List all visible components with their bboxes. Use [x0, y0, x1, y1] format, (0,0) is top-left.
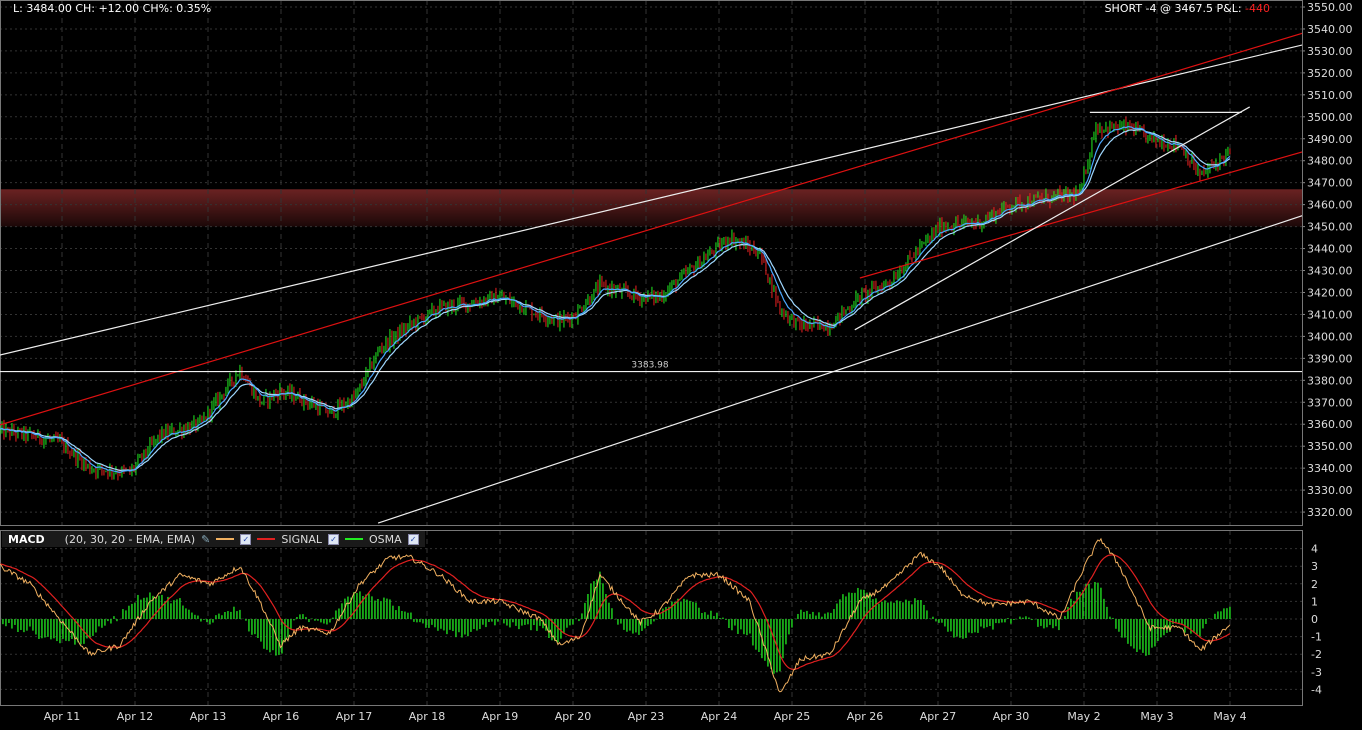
signal-checkbox[interactable]: ✓: [327, 533, 339, 545]
date-tick-label: Apr 11: [44, 710, 81, 723]
price-tick-label: 3440.00: [1307, 243, 1353, 256]
macd-tick-label: -1: [1311, 631, 1322, 644]
price-tick-label: 3430.00: [1307, 265, 1353, 278]
macd-tick-label: 0: [1311, 613, 1318, 626]
date-tick-label: May 2: [1067, 710, 1100, 723]
date-tick-label: Apr 25: [774, 710, 811, 723]
price-tick-label: 3400.00: [1307, 330, 1353, 343]
price-tick-label: 3320.00: [1307, 506, 1353, 519]
price-line-label: 3383.98: [631, 361, 668, 371]
ema-slow-line: [0, 129, 1231, 472]
date-tick-label: Apr 12: [117, 710, 154, 723]
macd-params: (20, 30, 20 - EMA, EMA): [64, 532, 196, 546]
macd-title: MACD: [8, 532, 45, 546]
price-pane-border: [0, 0, 1303, 526]
date-tick-label: Apr 26: [847, 710, 884, 723]
macd-tick-label: 4: [1311, 543, 1318, 556]
trendline: [377, 215, 1302, 524]
trendline: [0, 44, 1302, 356]
price-tick-label: 3380.00: [1307, 374, 1353, 387]
macd-plot: [0, 537, 1231, 693]
price-tick-label: 3350.00: [1307, 440, 1353, 453]
position-text: SHORT -4 @ 3467.5 P&L:: [1104, 2, 1246, 15]
signal-line: [0, 554, 1231, 670]
quote-readout: L: 3484.00 CH: +12.00 CH%: 0.35%: [13, 2, 212, 15]
macd-tick-label: -2: [1311, 648, 1322, 661]
price-tick-label: 3390.00: [1307, 352, 1353, 365]
price-tick-label: 3450.00: [1307, 221, 1353, 234]
date-tick-label: Apr 19: [482, 710, 519, 723]
price-tick-label: 3330.00: [1307, 484, 1353, 497]
price-tick-label: 3530.00: [1307, 45, 1353, 58]
osma-label: OSMA: [368, 532, 402, 546]
price-tick-label: 3510.00: [1307, 89, 1353, 102]
osma-checkbox[interactable]: ✓: [407, 533, 419, 545]
wrench-icon[interactable]: ✎: [201, 532, 211, 546]
macd-legend: MACD (20, 30, 20 - EMA, EMA) ✎ ✓ SIGNAL …: [2, 531, 425, 547]
signal-label: SIGNAL: [281, 532, 322, 546]
date-tick-label: May 4: [1213, 710, 1246, 723]
price-tick-label: 3540.00: [1307, 23, 1353, 36]
price-tick-label: 3480.00: [1307, 155, 1353, 168]
price-tick-label: 3490.00: [1307, 133, 1353, 146]
ema-fast-line: [0, 125, 1231, 474]
price-tick-label: 3420.00: [1307, 286, 1353, 299]
price-tick-label: 3460.00: [1307, 199, 1353, 212]
macd-tick-label: 3: [1311, 560, 1318, 573]
price-tick-label: 3550.00: [1307, 1, 1353, 14]
date-tick-label: Apr 30: [993, 710, 1030, 723]
date-tick-label: May 3: [1140, 710, 1173, 723]
price-tick-label: 3470.00: [1307, 177, 1353, 190]
date-tick-label: Apr 16: [263, 710, 300, 723]
osma-swatch: [344, 538, 363, 540]
trendline: [854, 106, 1251, 331]
price-plot: 3383.98: [0, 32, 1302, 524]
price-tick-label: 3410.00: [1307, 308, 1353, 321]
resistance-zone: [0, 189, 1302, 227]
date-tick-label: Apr 17: [336, 710, 373, 723]
macd-checkbox[interactable]: ✓: [240, 533, 252, 545]
date-tick-label: Apr 18: [409, 710, 446, 723]
date-tick-label: Apr 13: [190, 710, 227, 723]
position-readout: SHORT -4 @ 3467.5 P&L: -440: [1105, 2, 1270, 15]
date-tick-label: Apr 24: [701, 710, 738, 723]
date-tick-label: Apr 27: [920, 710, 957, 723]
macd-tick-label: 1: [1311, 595, 1318, 608]
price-tick-label: 3370.00: [1307, 396, 1353, 409]
macd-pane-border: [0, 530, 1303, 706]
price-tick-label: 3520.00: [1307, 67, 1353, 80]
macd-tick-label: 2: [1311, 578, 1318, 591]
macd-tick-label: -4: [1311, 683, 1322, 696]
price-tick-label: 3500.00: [1307, 111, 1353, 124]
signal-swatch: [257, 538, 276, 540]
date-tick-label: Apr 23: [628, 710, 665, 723]
macd-swatch: [216, 538, 235, 540]
macd-tick-label: -3: [1311, 666, 1322, 679]
trendline: [859, 151, 1302, 279]
trendline: [0, 32, 1302, 426]
macd-line: [0, 537, 1231, 693]
price-tick-label: 3360.00: [1307, 418, 1353, 431]
price-tick-label: 3340.00: [1307, 462, 1353, 475]
date-tick-label: Apr 20: [555, 710, 592, 723]
pnl-value: -440: [1245, 2, 1270, 15]
